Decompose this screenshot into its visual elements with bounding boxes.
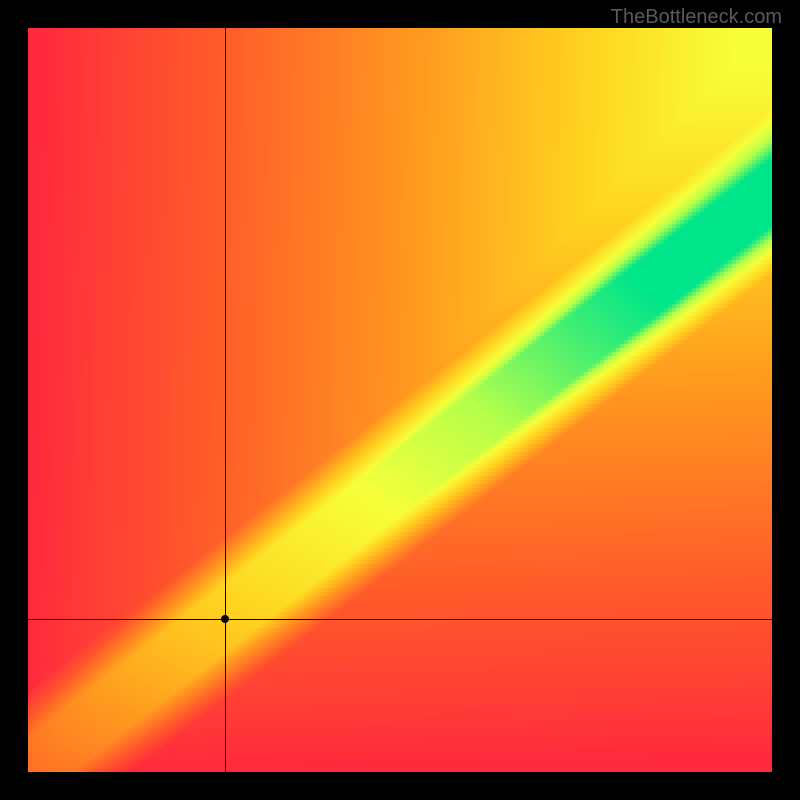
crosshair-horizontal [28,619,772,620]
chart-container: TheBottleneck.com [0,0,800,800]
watermark-text: TheBottleneck.com [611,6,782,29]
crosshair-marker-dot [221,615,229,623]
plot-area [28,28,772,772]
heatmap-canvas [28,28,772,772]
crosshair-vertical [225,28,226,772]
